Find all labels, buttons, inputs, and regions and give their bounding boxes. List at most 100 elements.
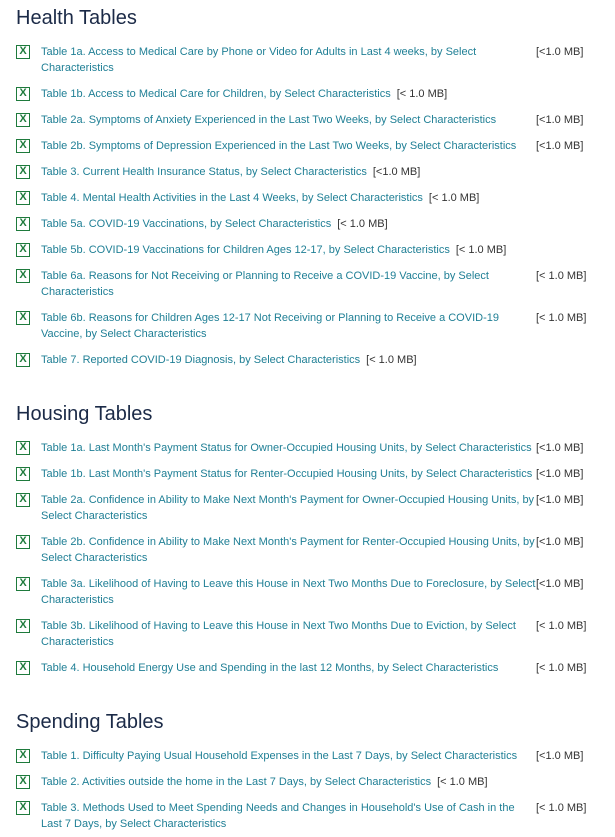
- excel-file-icon: X: [16, 619, 30, 633]
- item-text: Table 4. Household Energy Use and Spendi…: [41, 660, 586, 676]
- table-list-item: X Table 2a. Symptoms of Anxiety Experien…: [16, 112, 615, 128]
- table-download-link[interactable]: Table 1b. Access to Medical Care for Chi…: [41, 88, 391, 100]
- item-text: Table 3. Methods Used to Meet Spending N…: [41, 800, 586, 832]
- table-list-item: X Table 5a. COVID-19 Vaccinations, by Se…: [16, 216, 615, 232]
- table-list-item: X Table 3a. Likelihood of Having to Leav…: [16, 576, 615, 608]
- item-text: Table 1b. Last Month's Payment Status fo…: [41, 466, 583, 482]
- table-download-link[interactable]: Table 1a. Last Month's Payment Status fo…: [41, 442, 532, 454]
- table-list-item: X Table 1. Difficulty Paying Usual House…: [16, 748, 615, 764]
- section-housing-tables: Housing Tables X Table 1a. Last Month's …: [16, 402, 615, 676]
- table-download-link[interactable]: Table 6a. Reasons for Not Receiving or P…: [41, 270, 489, 298]
- excel-file-icon: X: [16, 577, 30, 591]
- table-download-link[interactable]: Table 2. Activities outside the home in …: [41, 776, 432, 788]
- excel-file-icon: X: [16, 661, 30, 675]
- item-text: Table 2b. Confidence in Ability to Make …: [41, 534, 583, 566]
- table-list-item: X Table 3. Methods Used to Meet Spending…: [16, 800, 615, 832]
- item-text: Table 4. Mental Health Activities in the…: [41, 190, 536, 206]
- excel-file-icon: X: [16, 775, 30, 789]
- table-download-link[interactable]: Table 1b. Last Month's Payment Status fo…: [41, 468, 533, 480]
- table-download-link[interactable]: Table 4. Household Energy Use and Spendi…: [41, 662, 499, 674]
- table-list-item: X Table 2b. Confidence in Ability to Mak…: [16, 534, 615, 566]
- file-size: [< 1.0 MB]: [536, 802, 587, 814]
- file-size: [< 1.0 MB]: [536, 662, 587, 674]
- file-size: [< 1.0 MB]: [455, 244, 507, 256]
- item-text: Table 1b. Access to Medical Care for Chi…: [41, 86, 536, 102]
- table-list-item: X Table 2b. Symptoms of Depression Exper…: [16, 138, 615, 154]
- table-download-link[interactable]: Table 2a. Symptoms of Anxiety Experience…: [41, 114, 497, 126]
- excel-file-icon: X: [16, 311, 30, 325]
- item-text: Table 5a. COVID-19 Vaccinations, by Sele…: [41, 216, 536, 232]
- item-text: Table 6b. Reasons for Children Ages 12-1…: [41, 310, 586, 342]
- table-download-link[interactable]: Table 3a. Likelihood of Having to Leave …: [41, 578, 536, 606]
- table-list-item: X Table 4. Household Energy Use and Spen…: [16, 660, 615, 676]
- item-text: Table 3. Current Health Insurance Status…: [41, 164, 536, 180]
- table-download-link[interactable]: Table 3. Methods Used to Meet Spending N…: [41, 802, 515, 830]
- table-download-link[interactable]: Table 7. Reported COVID-19 Diagnosis, by…: [41, 354, 361, 366]
- excel-file-icon: X: [16, 217, 30, 231]
- table-list-item: X Table 1b. Last Month's Payment Status …: [16, 466, 615, 482]
- table-download-link[interactable]: Table 1a. Access to Medical Care by Phon…: [41, 46, 477, 74]
- table-list-item: X Table 6b. Reasons for Children Ages 12…: [16, 310, 615, 342]
- table-download-link[interactable]: Table 5a. COVID-19 Vaccinations, by Sele…: [41, 218, 332, 230]
- file-size: [<1.0 MB]: [536, 578, 584, 590]
- item-text: Table 2b. Symptoms of Depression Experie…: [41, 138, 583, 154]
- excel-file-icon: X: [16, 191, 30, 205]
- excel-file-icon: X: [16, 801, 30, 815]
- table-list-item: X Table 1a. Access to Medical Care by Ph…: [16, 44, 615, 76]
- file-size: [<1.0 MB]: [536, 114, 584, 126]
- excel-file-icon: X: [16, 441, 30, 455]
- table-download-link[interactable]: Table 2b. Confidence in Ability to Make …: [41, 536, 535, 564]
- table-download-link[interactable]: Table 6b. Reasons for Children Ages 12-1…: [41, 312, 499, 340]
- file-size: [< 1.0 MB]: [536, 620, 587, 632]
- excel-file-icon: X: [16, 467, 30, 481]
- excel-file-icon: X: [16, 353, 30, 367]
- table-list-item: X Table 7. Reported COVID-19 Diagnosis, …: [16, 352, 615, 368]
- section-heading: Housing Tables: [16, 403, 153, 425]
- table-download-link[interactable]: Table 4. Mental Health Activities in the…: [41, 192, 423, 204]
- item-text: Table 1a. Access to Medical Care by Phon…: [41, 44, 583, 76]
- item-text: Table 1a. Last Month's Payment Status fo…: [41, 440, 583, 456]
- file-size: [<1.0 MB]: [536, 46, 584, 58]
- file-size: [< 1.0 MB]: [437, 776, 488, 788]
- table-list-item: X Table 2. Activities outside the home i…: [16, 774, 615, 790]
- excel-file-icon: X: [16, 139, 30, 153]
- file-size: [<1.0 MB]: [536, 468, 584, 480]
- section-health-tables: Health Tables X Table 1a. Access to Medi…: [16, 6, 615, 368]
- item-text: Table 3b. Likelihood of Having to Leave …: [41, 618, 586, 650]
- item-text: Table 7. Reported COVID-19 Diagnosis, by…: [41, 352, 536, 368]
- item-text: Table 6a. Reasons for Not Receiving or P…: [41, 268, 586, 300]
- file-size: [< 1.0 MB]: [396, 88, 448, 100]
- table-download-link[interactable]: Table 2a. Confidence in Ability to Make …: [41, 494, 535, 522]
- file-size: [< 1.0 MB]: [366, 354, 417, 366]
- file-size: [<1.0 MB]: [536, 494, 584, 506]
- excel-file-icon: X: [16, 535, 30, 549]
- section-heading: Spending Tables: [16, 711, 164, 733]
- table-download-link[interactable]: Table 2b. Symptoms of Depression Experie…: [41, 140, 517, 152]
- table-list-item: X Table 3b. Likelihood of Having to Leav…: [16, 618, 615, 650]
- item-text: Table 3a. Likelihood of Having to Leave …: [41, 576, 583, 608]
- table-list-item: X Table 4. Mental Health Activities in t…: [16, 190, 615, 206]
- excel-file-icon: X: [16, 87, 30, 101]
- file-size: [<1.0 MB]: [536, 140, 584, 152]
- excel-file-icon: X: [16, 113, 30, 127]
- excel-file-icon: X: [16, 269, 30, 283]
- table-list-item: X Table 5b. COVID-19 Vaccinations for Ch…: [16, 242, 615, 258]
- file-size: [<1.0 MB]: [372, 166, 421, 178]
- file-size: [< 1.0 MB]: [536, 270, 587, 282]
- item-text: Table 2a. Symptoms of Anxiety Experience…: [41, 112, 583, 128]
- file-size: [< 1.0 MB]: [536, 312, 587, 324]
- excel-file-icon: X: [16, 749, 30, 763]
- excel-file-icon: X: [16, 243, 30, 257]
- item-text: Table 1. Difficulty Paying Usual Househo…: [41, 748, 583, 764]
- table-download-link[interactable]: Table 3b. Likelihood of Having to Leave …: [41, 620, 516, 648]
- table-download-link[interactable]: Table 1. Difficulty Paying Usual Househo…: [41, 750, 518, 762]
- table-list-item: X Table 2a. Confidence in Ability to Mak…: [16, 492, 615, 524]
- table-download-link[interactable]: Table 3. Current Health Insurance Status…: [41, 166, 367, 178]
- file-size: [<1.0 MB]: [536, 750, 584, 762]
- item-text: Table 5b. COVID-19 Vaccinations for Chil…: [41, 242, 536, 258]
- table-list-item: X Table 6a. Reasons for Not Receiving or…: [16, 268, 615, 300]
- file-size: [<1.0 MB]: [536, 442, 584, 454]
- table-download-link[interactable]: Table 5b. COVID-19 Vaccinations for Chil…: [41, 244, 450, 256]
- table-list-item: X Table 1b. Access to Medical Care for C…: [16, 86, 615, 102]
